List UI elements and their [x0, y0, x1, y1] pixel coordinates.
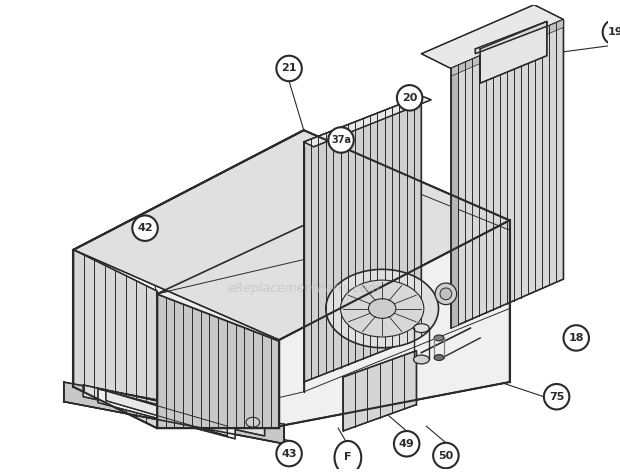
Text: F: F	[344, 453, 352, 463]
Polygon shape	[74, 130, 510, 340]
Text: eReplacementParts.com: eReplacementParts.com	[228, 283, 380, 295]
Ellipse shape	[440, 288, 452, 300]
Polygon shape	[304, 147, 510, 392]
Polygon shape	[343, 351, 417, 431]
Text: 42: 42	[137, 223, 153, 233]
Polygon shape	[64, 382, 284, 444]
Polygon shape	[304, 96, 422, 382]
Text: 21: 21	[281, 64, 297, 73]
Ellipse shape	[434, 335, 444, 341]
Text: 37a: 37a	[331, 135, 351, 145]
Ellipse shape	[132, 216, 157, 241]
Ellipse shape	[434, 355, 444, 360]
Ellipse shape	[340, 280, 424, 337]
Ellipse shape	[603, 19, 620, 45]
Ellipse shape	[564, 325, 589, 351]
Polygon shape	[157, 294, 279, 428]
Ellipse shape	[335, 441, 361, 474]
Polygon shape	[451, 65, 459, 328]
Text: 49: 49	[399, 439, 415, 449]
Polygon shape	[451, 19, 564, 76]
Text: 43: 43	[281, 448, 297, 458]
Polygon shape	[480, 21, 547, 83]
Ellipse shape	[414, 355, 429, 364]
Ellipse shape	[414, 324, 429, 333]
Ellipse shape	[326, 269, 438, 348]
Text: 20: 20	[402, 93, 417, 103]
Ellipse shape	[397, 85, 422, 110]
Polygon shape	[304, 96, 431, 147]
Text: 18: 18	[569, 333, 584, 343]
Polygon shape	[98, 389, 235, 439]
Polygon shape	[422, 5, 564, 68]
Polygon shape	[451, 19, 564, 328]
Ellipse shape	[368, 299, 396, 319]
Ellipse shape	[394, 431, 419, 456]
Ellipse shape	[277, 441, 302, 466]
Polygon shape	[74, 250, 157, 428]
Polygon shape	[279, 220, 510, 426]
Text: 19: 19	[608, 27, 620, 37]
Polygon shape	[106, 391, 228, 436]
Ellipse shape	[277, 56, 302, 81]
Ellipse shape	[433, 443, 459, 468]
Polygon shape	[157, 260, 304, 426]
Polygon shape	[476, 21, 547, 54]
Ellipse shape	[435, 283, 457, 305]
Ellipse shape	[544, 384, 569, 410]
Text: 50: 50	[438, 450, 453, 461]
Text: 75: 75	[549, 392, 564, 402]
Ellipse shape	[246, 417, 260, 427]
Ellipse shape	[328, 127, 354, 153]
Polygon shape	[83, 385, 265, 436]
